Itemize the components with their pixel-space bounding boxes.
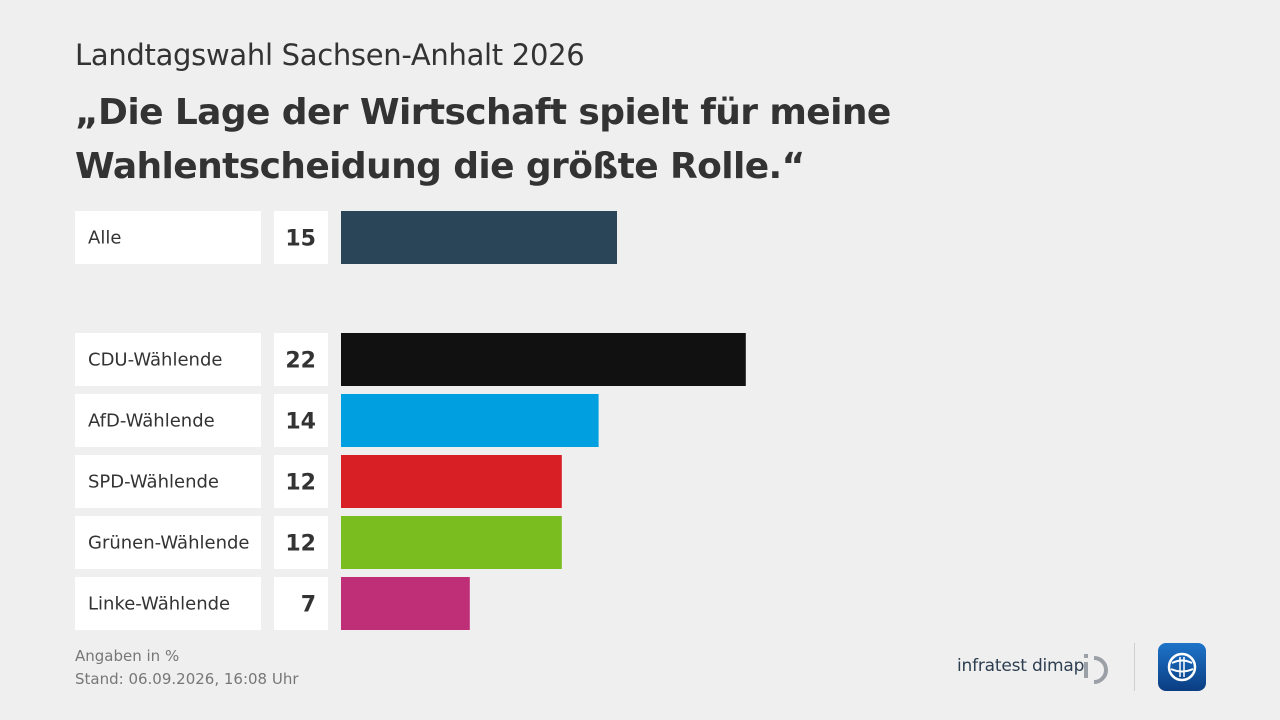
value-label-box — [274, 333, 328, 386]
chart-subtitle: Landtagswahl Sachsen-Anhalt 2026 — [75, 38, 585, 72]
category-label: Grünen-Wählende — [88, 533, 249, 554]
category-label: Alle — [88, 228, 121, 249]
value-label-box — [274, 577, 328, 630]
value-label-box — [274, 516, 328, 569]
footer-note: Angaben in % — [75, 647, 180, 665]
category-label: Linke-Wählende — [88, 594, 230, 615]
brand-name: infratest dimap — [957, 656, 1085, 676]
category-label-box — [75, 333, 261, 386]
category-label: CDU-Wählende — [88, 350, 222, 371]
value-label-box — [274, 394, 328, 447]
value-label: 22 — [285, 349, 316, 374]
category-label-box — [75, 455, 261, 508]
value-label: 15 — [285, 227, 316, 252]
tagesschau-logo-icon — [1158, 643, 1206, 691]
category-label-box — [75, 394, 261, 447]
value-label: 12 — [285, 532, 316, 557]
value-label: 7 — [301, 593, 316, 618]
bar — [341, 333, 746, 386]
infratest-dimap-logo-icon — [1084, 654, 1108, 684]
category-label: SPD-Wählende — [88, 472, 219, 493]
category-label-box — [75, 516, 261, 569]
bar — [341, 455, 562, 508]
category-label: AfD-Wählende — [88, 411, 215, 432]
bar — [341, 577, 470, 630]
value-label: 12 — [285, 471, 316, 496]
chart-title: „Die Lage der Wirtschaft spielt für mein… — [75, 92, 891, 187]
value-label-box — [274, 211, 328, 264]
value-label-box — [274, 455, 328, 508]
bar — [341, 516, 562, 569]
category-label-box — [75, 577, 261, 630]
brand-divider — [1134, 643, 1135, 691]
value-label: 14 — [285, 410, 316, 435]
footer-stand: Stand: 06.09.2026, 16:08 Uhr — [75, 670, 299, 688]
category-label-box — [75, 211, 261, 264]
bar — [341, 211, 617, 264]
bar — [341, 394, 599, 447]
